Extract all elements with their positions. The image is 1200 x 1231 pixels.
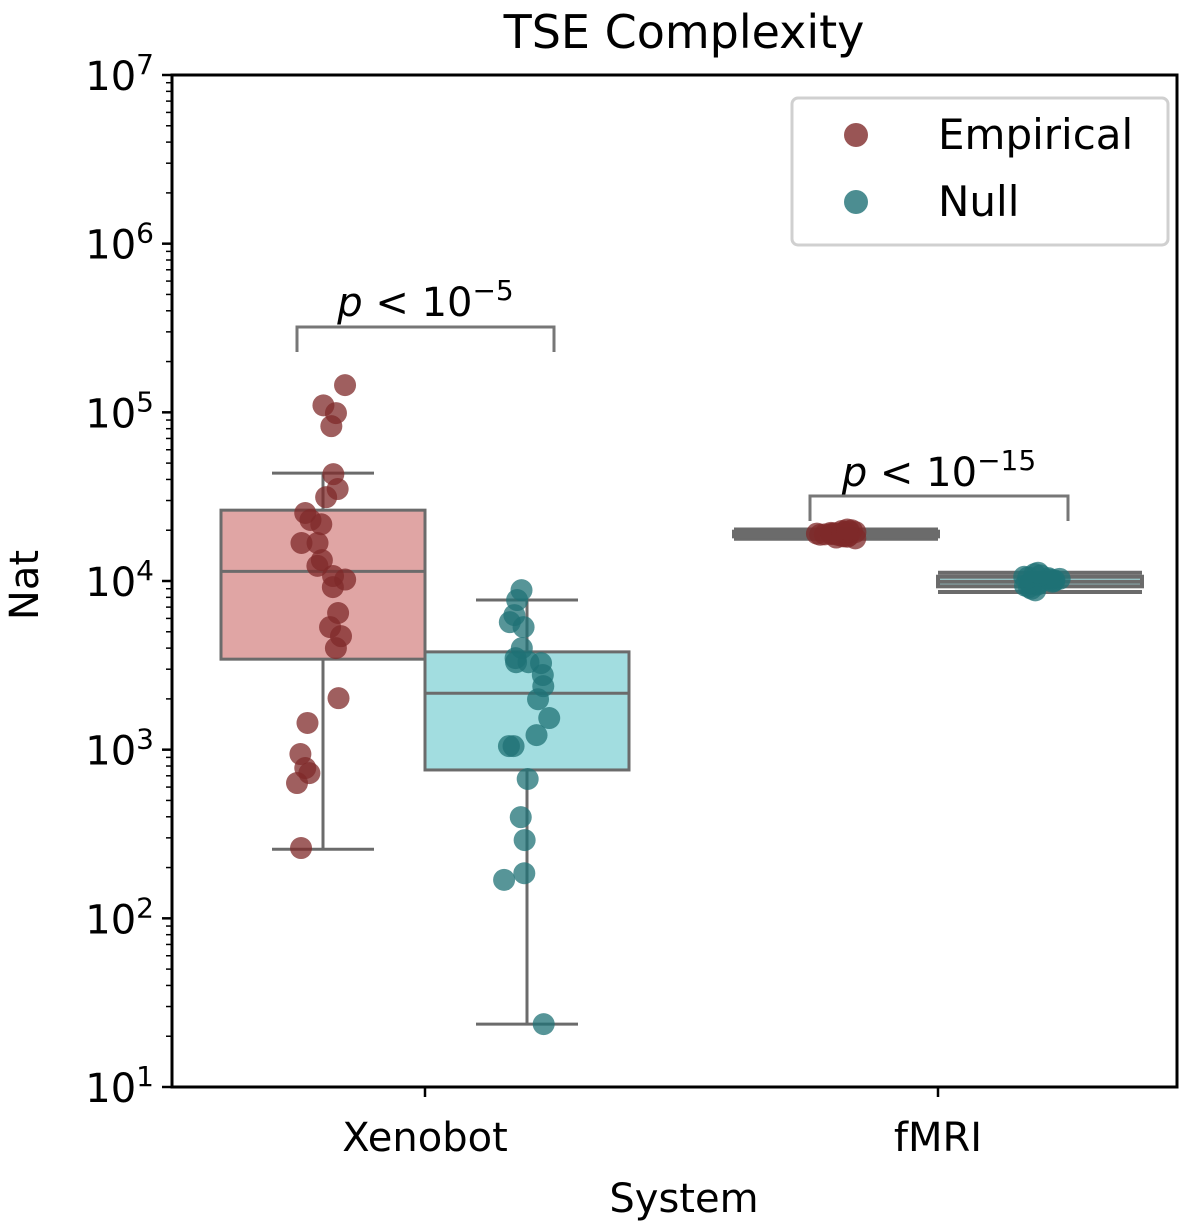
data-point-null [516, 768, 539, 791]
data-point-null [517, 651, 540, 674]
data-point-empirical [324, 637, 347, 660]
data-point-empirical [836, 518, 859, 541]
data-point-null [1027, 561, 1050, 584]
y-tick-label: 103 [85, 723, 154, 775]
y-tick-label: 104 [85, 554, 154, 606]
data-point-empirical [321, 576, 344, 599]
data-point-null [493, 868, 516, 891]
data-point-empirical [306, 554, 329, 577]
significance-label: p < 10−15 [841, 444, 1036, 496]
data-point-null [525, 724, 548, 747]
legend-marker-empirical [844, 123, 868, 147]
significance-label: p < 10−5 [336, 274, 514, 326]
data-point-null [509, 806, 532, 829]
data-point-null [513, 829, 536, 852]
data-point-empirical [286, 772, 309, 795]
x-tick-label-xenobot: Xenobot [342, 1115, 508, 1161]
data-point-empirical [290, 531, 313, 554]
legend-label-empirical: Empirical [938, 110, 1133, 159]
chart-title: TSE Complexity [503, 5, 865, 59]
significance-bracket [295, 325, 556, 352]
data-point-empirical [306, 531, 329, 554]
data-point-empirical [290, 837, 313, 860]
significance-bracket [808, 494, 1070, 521]
data-point-empirical [310, 513, 333, 536]
x-tick-label-fmri: fMRI [894, 1115, 982, 1161]
data-point-empirical [296, 711, 319, 734]
y-tick-label: 102 [85, 891, 154, 943]
legend: Empirical Null [790, 96, 1170, 247]
y-axis-label: Nat [2, 550, 48, 620]
y-tick-label: 105 [85, 385, 154, 437]
data-point-null [497, 735, 520, 758]
data-point-empirical [315, 486, 338, 509]
data-point-empirical [320, 415, 343, 438]
y-tick-label: 106 [85, 217, 154, 269]
legend-frame [790, 96, 1170, 247]
legend-label-null: Null [938, 177, 1019, 226]
data-point-null [532, 1013, 555, 1036]
data-point-null [512, 616, 535, 639]
data-point-empirical [334, 374, 357, 397]
data-point-null [513, 862, 536, 885]
data-point-null [527, 688, 550, 711]
legend-marker-null [844, 190, 868, 214]
plot-area: 101 102 103 104 105 106 107 Xenobot fMRI p < 10−5… [85, 48, 1179, 1161]
y-tick-label: 107 [85, 48, 154, 100]
x-axis-label: System [609, 1176, 758, 1222]
data-point-null [538, 707, 561, 730]
y-tick-label: 101 [85, 1060, 154, 1112]
data-point-empirical [327, 687, 350, 710]
